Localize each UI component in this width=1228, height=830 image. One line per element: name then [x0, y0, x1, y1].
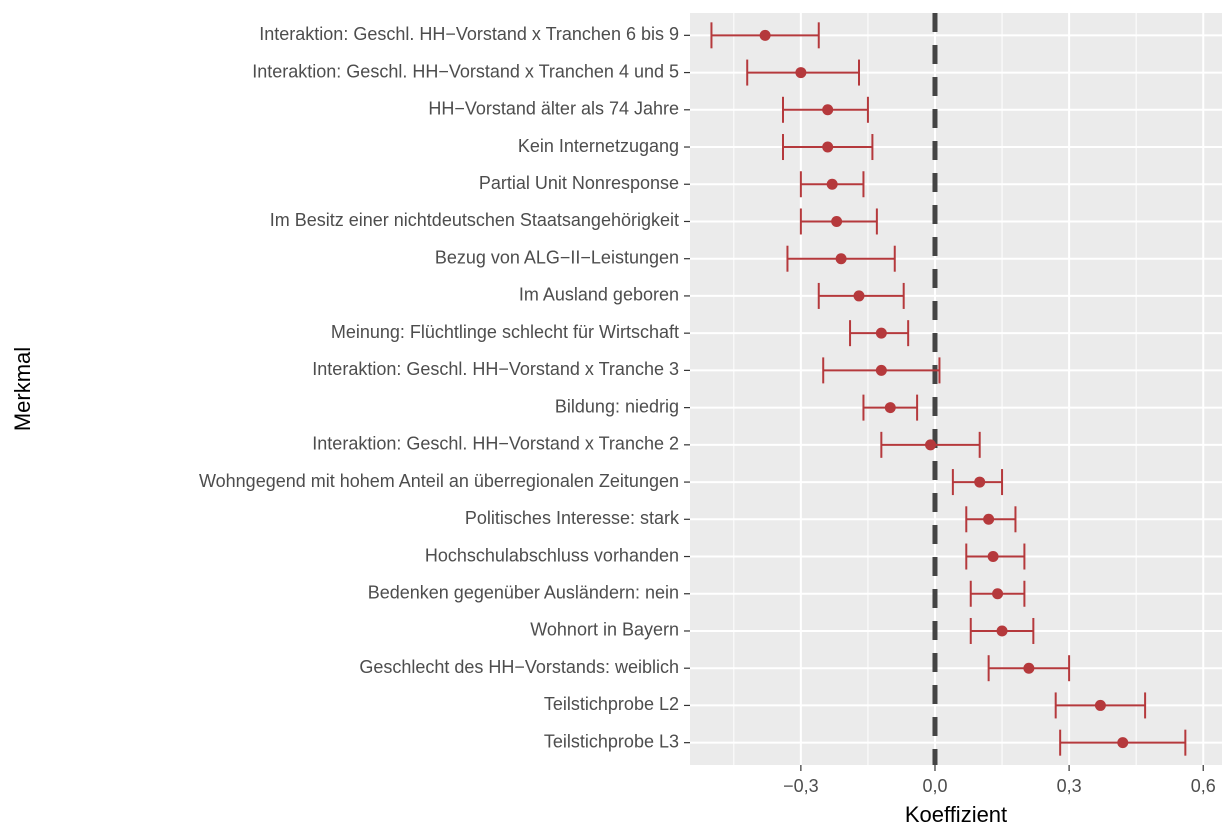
- point: [822, 141, 834, 153]
- point: [987, 551, 999, 563]
- point: [831, 215, 843, 227]
- y-tick-label: Meinung: Flüchtlinge schlecht für Wirtsc…: [331, 322, 679, 342]
- y-tick-label: Wohngegend mit hohem Anteil an überregio…: [199, 471, 679, 491]
- point: [1117, 737, 1129, 749]
- y-tick-label: Teilstichprobe L2: [544, 694, 679, 714]
- y-tick-label: Interaktion: Geschl. HH−Vorstand x Tranc…: [259, 24, 679, 44]
- point: [853, 290, 865, 302]
- x-axis-title: Koeffizient: [905, 802, 1007, 827]
- point: [925, 439, 937, 451]
- x-tick-label: 0,3: [1057, 776, 1082, 796]
- point: [835, 253, 847, 265]
- point: [826, 178, 838, 190]
- panel: [690, 13, 1222, 765]
- y-tick-label: Interaktion: Geschl. HH−Vorstand x Tranc…: [312, 359, 679, 379]
- y-tick-label: Im Besitz einer nichtdeutschen Staatsang…: [270, 210, 679, 230]
- x-tick-label: 0,6: [1191, 776, 1216, 796]
- y-tick-label: Bildung: niedrig: [555, 396, 679, 416]
- x-tick-label: 0,0: [922, 776, 947, 796]
- y-axis-title: Merkmal: [10, 347, 35, 431]
- y-tick-label: Teilstichprobe L3: [544, 731, 679, 751]
- point: [1023, 662, 1035, 674]
- point: [1094, 699, 1106, 711]
- point: [992, 588, 1004, 600]
- y-tick-label: Im Ausland geboren: [519, 285, 679, 305]
- y-tick-label: Hochschulabschluss vorhanden: [425, 545, 679, 565]
- x-tick-label: −0,3: [783, 776, 819, 796]
- y-tick-label: HH−Vorstand älter als 74 Jahre: [428, 99, 679, 119]
- point: [759, 29, 771, 41]
- y-tick-label: Bezug von ALG−II−Leistungen: [435, 247, 679, 267]
- y-tick-label: Interaktion: Geschl. HH−Vorstand x Tranc…: [252, 61, 679, 81]
- y-tick-label: Politisches Interesse: stark: [465, 508, 680, 528]
- point: [884, 402, 896, 414]
- y-tick-label: Bedenken gegenüber Ausländern: nein: [368, 583, 679, 603]
- point: [822, 104, 834, 116]
- y-tick-label: Interaktion: Geschl. HH−Vorstand x Tranc…: [312, 434, 679, 454]
- point: [875, 364, 887, 376]
- point: [875, 327, 887, 339]
- point: [795, 67, 807, 79]
- point: [983, 513, 995, 525]
- y-tick-label: Wohnort in Bayern: [530, 620, 679, 640]
- y-tick-label: Geschlecht des HH−Vorstands: weiblich: [359, 657, 679, 677]
- point: [974, 476, 986, 488]
- y-tick-label: Kein Internetzugang: [518, 136, 679, 156]
- point: [996, 625, 1008, 637]
- y-tick-label: Partial Unit Nonresponse: [479, 173, 679, 193]
